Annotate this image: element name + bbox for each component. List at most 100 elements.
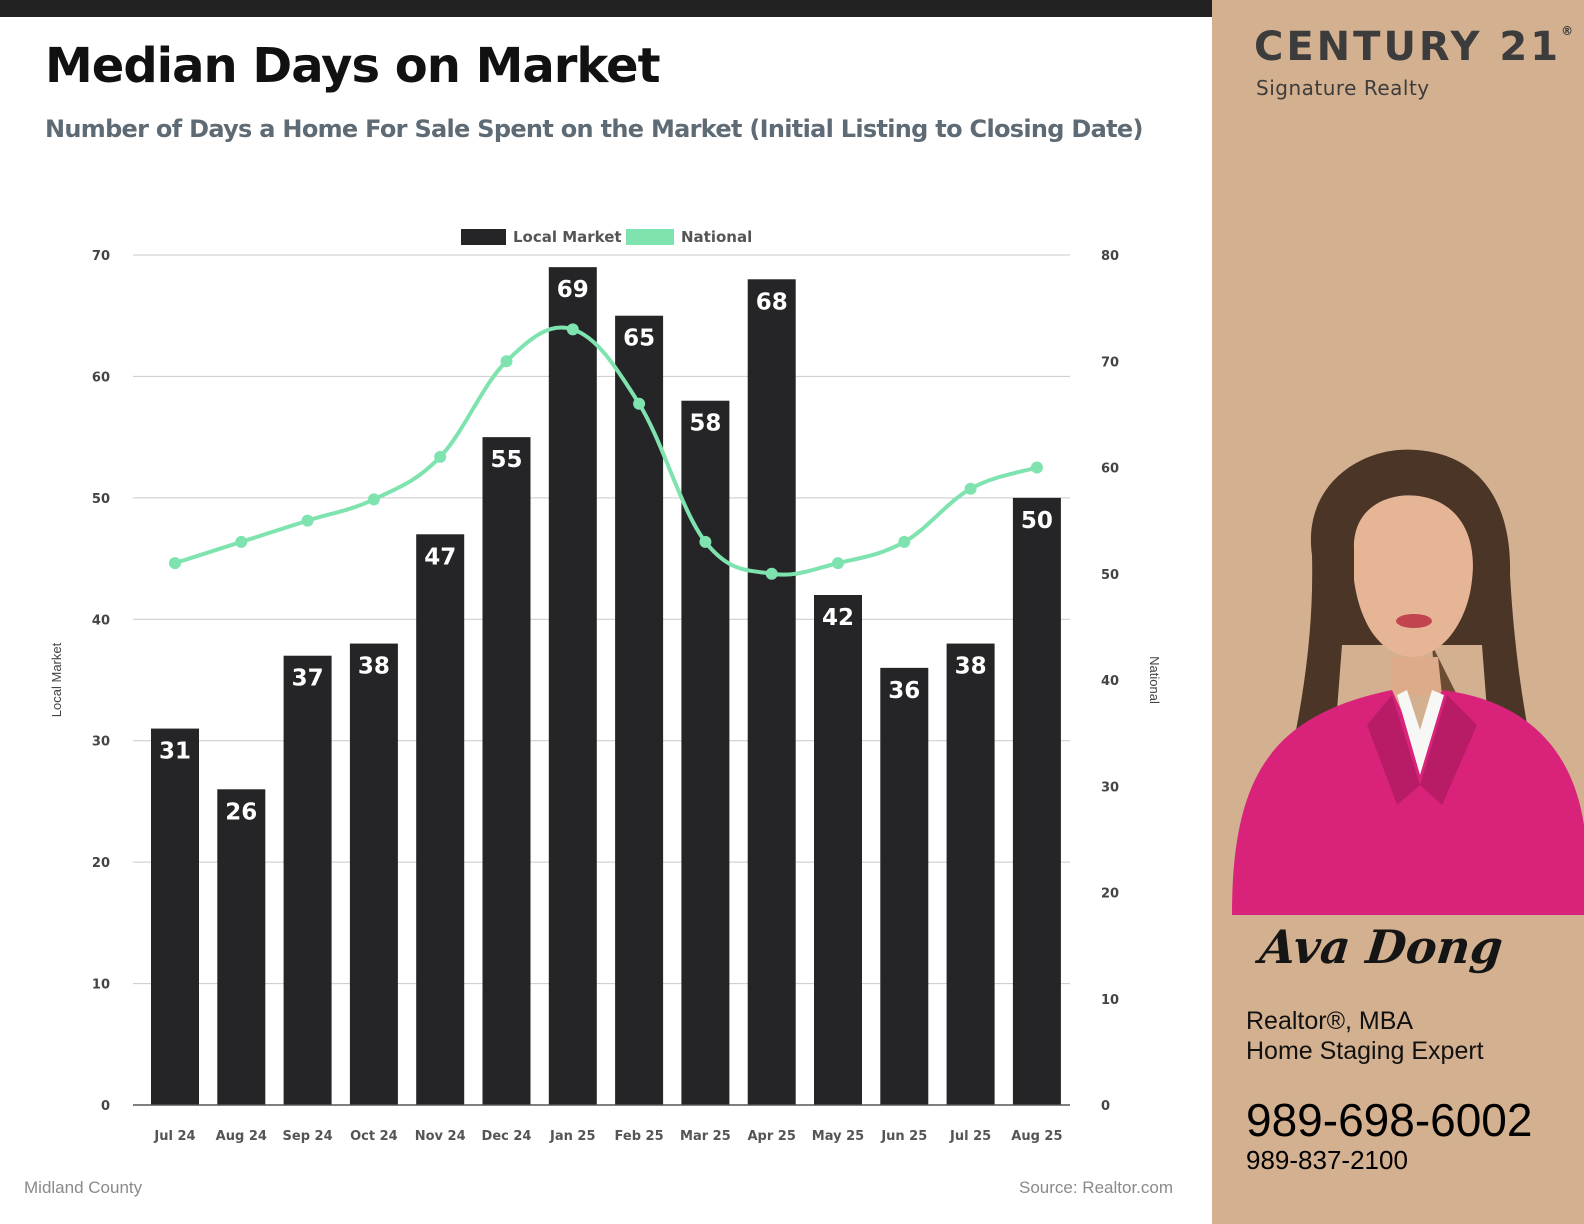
line-point [235, 535, 248, 548]
agent-specialty: Home Staging Expert [1246, 1037, 1484, 1065]
bar-value-label: 69 [557, 277, 589, 303]
bar [814, 595, 862, 1105]
legend-swatch-national [626, 229, 674, 245]
page-title: Median Days on Market [45, 38, 661, 94]
bar [946, 643, 995, 1105]
line-point [1030, 461, 1043, 474]
y2-tick-label: 30 [1101, 780, 1119, 795]
bar [283, 655, 332, 1105]
secondary-phone[interactable]: 989-837-2100 [1246, 1145, 1408, 1175]
bar-value-label: 55 [490, 447, 522, 473]
agent-sidebar: CENTURY 21® Signature Realty Ava Dong Re… [1212, 0, 1584, 1224]
y-tick-label: 0 [101, 1099, 110, 1114]
bar-value-label: 36 [888, 678, 920, 704]
y-tick-label: 20 [92, 856, 110, 871]
bar [217, 789, 266, 1105]
line-point [898, 535, 911, 548]
line-series [169, 323, 1043, 580]
line-point [699, 535, 712, 548]
y-tick-label: 70 [92, 249, 110, 264]
y-tick-label: 10 [92, 978, 110, 993]
national-line [174, 325, 1038, 577]
agent-portrait [1232, 449, 1584, 915]
bar [482, 437, 531, 1106]
bar [416, 534, 465, 1105]
line-point [301, 514, 314, 527]
brand-name: CENTURY 21 [1254, 24, 1562, 70]
bar [151, 728, 199, 1105]
legend-label-national: National [681, 228, 752, 246]
bar-value-label: 38 [955, 654, 987, 680]
agent-credentials: Realtor®, MBA [1246, 1007, 1414, 1035]
region-label: Midland County [24, 1178, 143, 1197]
line-point [434, 450, 447, 463]
line-point [832, 557, 844, 570]
brand-subtitle: Signature Realty [1256, 76, 1430, 100]
bar-value-label: 37 [292, 666, 324, 692]
page-subtitle: Number of Days a Home For Sale Spent on … [45, 115, 1143, 143]
x-tick-label: May 25 [812, 1129, 864, 1144]
y2-tick-label: 50 [1101, 568, 1119, 583]
x-tick-label: Mar 25 [680, 1129, 731, 1144]
line-point [633, 397, 646, 410]
y2-axis-label: National [1147, 656, 1162, 704]
x-tick-label: Dec 24 [482, 1129, 532, 1144]
line-point [500, 355, 513, 368]
y-tick-label: 60 [92, 370, 110, 385]
legend-label-local: Local Market [513, 228, 622, 246]
chart-legend: Local Market National [461, 228, 752, 246]
x-tick-label: Apr 25 [747, 1129, 795, 1144]
x-tick-label: Sep 24 [283, 1129, 333, 1144]
brand-logo: CENTURY 21® [1254, 24, 1573, 70]
bar [747, 279, 796, 1105]
x-tick-label: Nov 24 [415, 1129, 466, 1144]
line-point [765, 567, 778, 580]
x-tick-label: Jun 25 [880, 1129, 927, 1144]
y-axis-label: Local Market [49, 642, 64, 717]
y-tick-label: 50 [92, 492, 110, 507]
bar-value-label: 68 [756, 289, 788, 315]
bar-value-label: 42 [822, 605, 854, 631]
bar [615, 315, 664, 1105]
bar [880, 667, 929, 1105]
y2-tick-label: 80 [1101, 249, 1119, 264]
y2-tick-label: 40 [1101, 674, 1119, 689]
legend-swatch-local [461, 229, 506, 245]
bar-value-label: 26 [225, 799, 257, 825]
bar-series: 31 26 37 38 47 55 69 65 58 68 42 36 38 50 [151, 267, 1061, 1106]
line-point [367, 493, 380, 506]
bar-value-label: 50 [1021, 508, 1053, 534]
agent-name: Ava Dong [1257, 920, 1506, 974]
brand-trademark: ® [1561, 24, 1574, 38]
bar [1012, 497, 1061, 1105]
bar-value-label: 65 [623, 326, 655, 352]
x-tick-label: Jul 25 [949, 1129, 991, 1144]
line-point [964, 482, 977, 495]
y2-tick-label: 70 [1101, 355, 1119, 370]
x-tick-label: Feb 25 [615, 1129, 664, 1144]
source-label: Source: Realtor.com [1019, 1178, 1174, 1197]
bar-value-label: 58 [689, 411, 721, 437]
bar-value-label: 31 [159, 739, 191, 765]
chart-grid [133, 254, 1070, 1106]
line-point [169, 557, 181, 570]
y2-tick-label: 0 [1101, 1099, 1110, 1114]
bar [548, 267, 597, 1106]
x-tick-label: Aug 24 [216, 1129, 267, 1144]
x-tick-label: Aug 25 [1011, 1129, 1062, 1144]
line-point [566, 323, 579, 336]
y-tick-label: 30 [92, 735, 110, 750]
primary-phone[interactable]: 989-698-6002 [1246, 1094, 1533, 1146]
x-tick-label: Oct 24 [350, 1129, 398, 1144]
bar-value-label: 47 [424, 544, 456, 570]
x-tick-label: Jul 24 [153, 1129, 195, 1144]
y-tick-label: 40 [92, 613, 110, 628]
top-bar [0, 0, 1212, 17]
x-tick-label: Jan 25 [549, 1129, 595, 1144]
y2-tick-label: 20 [1101, 887, 1119, 902]
y2-tick-label: 60 [1101, 462, 1119, 477]
bar [681, 400, 730, 1105]
y2-tick-label: 10 [1101, 993, 1119, 1008]
bar [349, 643, 398, 1105]
chart-axes: 0 10 20 30 40 50 60 70 0 10 20 30 40 50 60 70 80 Local Ma… [49, 249, 1162, 1144]
